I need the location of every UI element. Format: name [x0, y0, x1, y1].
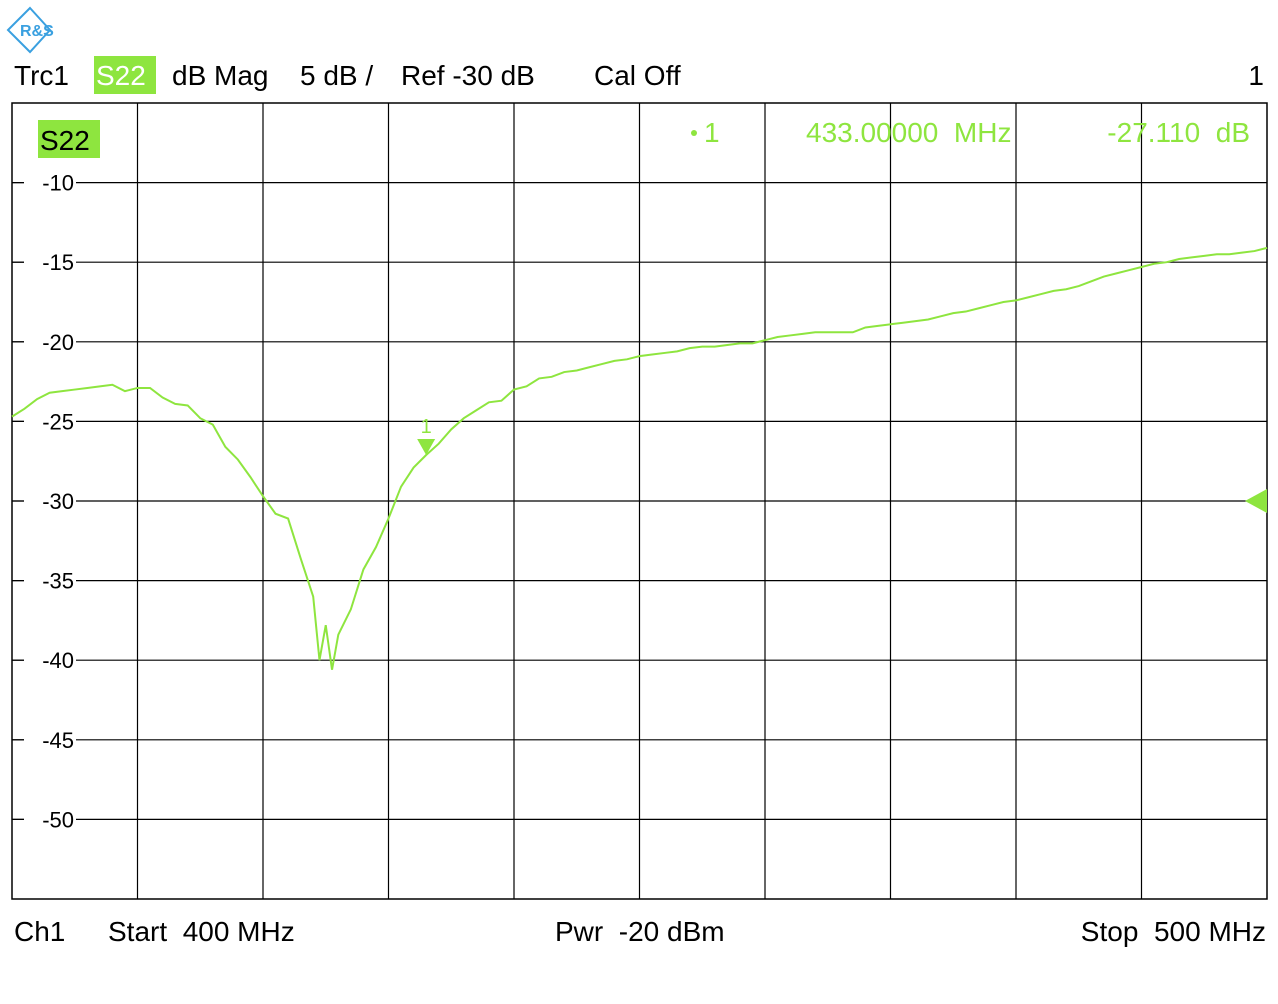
ref-level-marker [1245, 489, 1267, 513]
svg-text:R&S: R&S [20, 23, 54, 40]
tick-label-bg [24, 169, 76, 196]
y-tick-label: -10 [42, 171, 74, 196]
trace-label-bg [38, 120, 100, 158]
marker-triangle [417, 438, 436, 455]
y-tick-label: -40 [42, 648, 74, 673]
plot: 1 1 433.00000 MHz -27.110 dB [11, 117, 1268, 670]
start: Start 400 MHz [108, 916, 295, 947]
trace-label: S22 [40, 125, 90, 156]
calibration: Cal Off [594, 60, 681, 91]
reference: Ref -30 dB [401, 60, 535, 91]
stop: Stop 500 MHz [1081, 916, 1266, 947]
tick-label-bg [24, 726, 76, 753]
tick-label-bg [24, 408, 76, 435]
readout-x: 433.00000 MHz [806, 117, 1011, 148]
param-highlight [94, 56, 156, 94]
logo: R&S [6, 6, 54, 54]
readout-bullet [691, 130, 697, 136]
tick-label-bg [24, 328, 76, 355]
window-number: 1 [1248, 60, 1264, 91]
power: Pwr -20 dBm [555, 916, 725, 947]
y-tick-label: -25 [42, 409, 74, 434]
channel: Ch1 [14, 916, 65, 947]
y-tick-label: -45 [42, 728, 74, 753]
tick-label-bg [24, 249, 76, 276]
parameter: S22 [96, 60, 146, 91]
marker-label: 1 [421, 416, 432, 438]
tick-label-bg [24, 567, 76, 594]
tick-label-bg [24, 806, 76, 833]
y-tick-label: -30 [42, 489, 74, 514]
grid: -50 -45 -40 -35 -30 -25 -20 -15 -10 [12, 103, 1267, 899]
tick-label-bg [24, 647, 76, 674]
trace-name: Trc1 [14, 60, 69, 91]
y-tick-label: -35 [42, 569, 74, 594]
trace [11, 246, 1268, 670]
tick-label-bg [24, 488, 76, 514]
y-tick-label: -20 [42, 330, 74, 355]
format: dB Mag [172, 60, 269, 91]
readout-label: 1 [704, 117, 720, 148]
readout-y: -27.110 dB [1107, 117, 1250, 148]
y-tick-label: -15 [42, 250, 74, 275]
scale: 5 dB / [300, 60, 373, 91]
y-tick-label: -50 [42, 807, 74, 832]
